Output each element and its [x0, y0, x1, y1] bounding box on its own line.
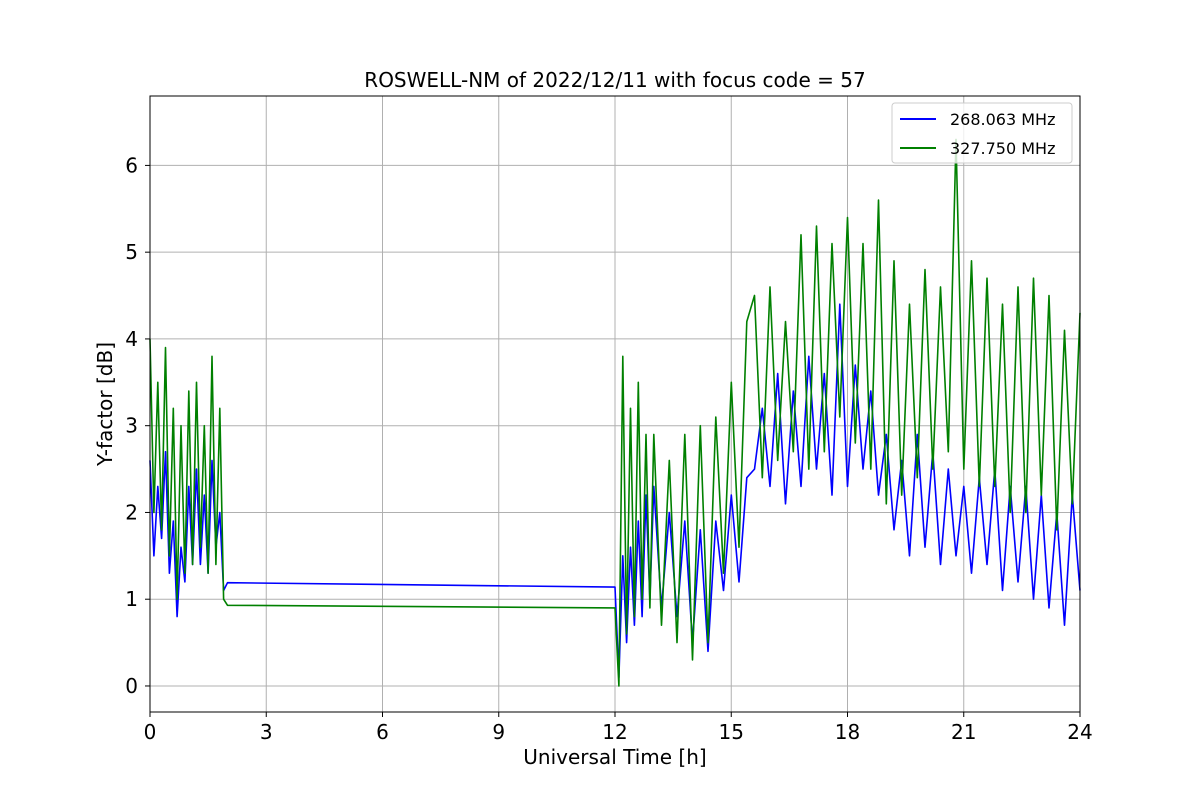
y-tick-label: 2 — [125, 500, 138, 524]
y-tick-label: 3 — [125, 414, 138, 438]
legend-box — [891, 102, 1073, 164]
x-tick-label: 6 — [376, 720, 389, 744]
x-tick-label: 12 — [602, 720, 627, 744]
x-axis-label: Universal Time [h] — [523, 745, 706, 769]
x-tick-label: 3 — [260, 720, 273, 744]
series-line-268-mhz — [149, 303, 1081, 679]
x-tick-label: 15 — [719, 720, 744, 744]
y-tick-label: 6 — [125, 153, 138, 177]
chart-title: ROSWELL-NM of 2022/12/11 with focus code… — [364, 68, 865, 92]
x-tick-label: 0 — [144, 720, 157, 744]
legend-label-327-mhz: 327.750 MHz — [950, 139, 1055, 158]
legend-label-268-mhz: 268.063 MHz — [950, 110, 1055, 129]
y-tick-label: 5 — [125, 240, 138, 264]
x-tick-label: 18 — [835, 720, 860, 744]
x-tick-label: 24 — [1067, 720, 1092, 744]
legend: 268.063 MHz 327.750 MHz — [891, 102, 1073, 164]
y-axis-label: Y-factor [dB] — [93, 342, 117, 467]
y-tick-label: 1 — [125, 587, 138, 611]
series-layer — [149, 138, 1081, 687]
y-tick-label: 4 — [125, 327, 138, 351]
x-tick-label: 9 — [492, 720, 505, 744]
x-tick-label: 21 — [951, 720, 976, 744]
series-line-327-mhz — [149, 138, 1081, 687]
y-tick-label: 0 — [125, 674, 138, 698]
